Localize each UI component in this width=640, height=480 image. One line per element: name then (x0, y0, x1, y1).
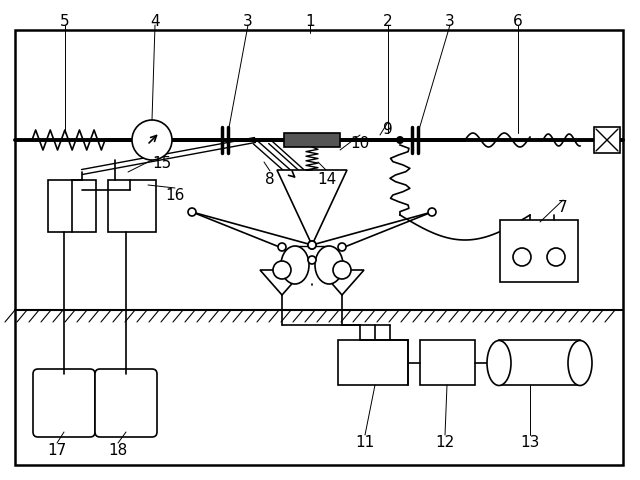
FancyBboxPatch shape (95, 369, 157, 437)
Ellipse shape (487, 341, 511, 386)
Bar (499, 340, 580, 385)
Text: 11: 11 (355, 434, 374, 450)
FancyBboxPatch shape (33, 369, 95, 437)
Text: 3: 3 (445, 13, 455, 28)
Circle shape (278, 243, 286, 252)
Bar (284, 134, 340, 148)
Text: 3: 3 (243, 13, 253, 28)
Text: 15: 15 (152, 155, 172, 170)
Bar (420, 340, 475, 385)
Circle shape (338, 243, 346, 252)
Text: 16: 16 (165, 188, 185, 203)
Text: 4: 4 (150, 13, 160, 28)
Circle shape (308, 241, 316, 250)
Bar (48, 180, 96, 232)
Circle shape (428, 209, 436, 216)
Circle shape (308, 256, 316, 264)
Circle shape (188, 209, 196, 216)
Circle shape (396, 137, 404, 144)
Text: 9: 9 (383, 121, 393, 136)
Circle shape (513, 249, 531, 266)
Text: 8: 8 (265, 171, 275, 186)
Text: 1: 1 (305, 13, 315, 28)
Text: 12: 12 (435, 434, 454, 450)
Circle shape (273, 262, 291, 279)
Bar (338, 340, 408, 385)
Text: 10: 10 (350, 135, 370, 150)
Text: 6: 6 (513, 13, 523, 28)
Polygon shape (260, 270, 304, 295)
Polygon shape (320, 270, 364, 295)
Circle shape (333, 262, 351, 279)
Text: 18: 18 (108, 443, 127, 457)
Bar (500, 220, 578, 282)
Ellipse shape (568, 341, 592, 386)
Polygon shape (277, 171, 347, 245)
Text: 13: 13 (520, 434, 540, 450)
Text: 7: 7 (558, 200, 568, 215)
Text: 14: 14 (317, 171, 337, 186)
Bar (108, 180, 156, 232)
Circle shape (547, 249, 565, 266)
Bar (594, 128, 620, 154)
Ellipse shape (281, 247, 309, 285)
Text: 2: 2 (383, 13, 393, 28)
Circle shape (132, 121, 172, 161)
Circle shape (308, 241, 316, 250)
Ellipse shape (315, 247, 343, 285)
Text: 5: 5 (60, 13, 70, 28)
Text: 17: 17 (47, 443, 67, 457)
